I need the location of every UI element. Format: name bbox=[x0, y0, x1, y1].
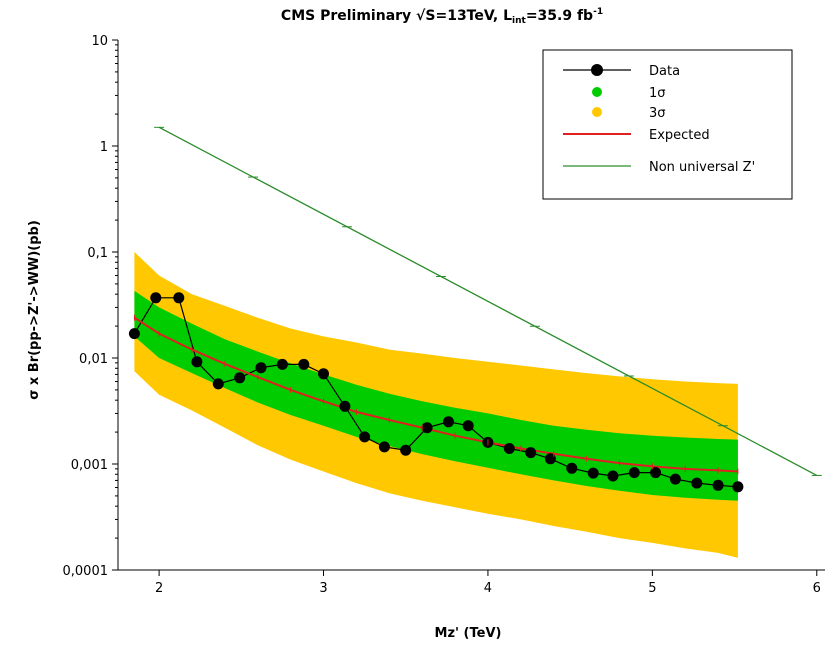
legend-label: Expected bbox=[649, 128, 710, 143]
y-tick-label: 0,1 bbox=[87, 246, 108, 261]
data-point bbox=[650, 467, 662, 479]
legend-symbol-3sigma bbox=[592, 107, 602, 117]
data-point bbox=[234, 372, 246, 384]
legend-symbol-data-marker bbox=[591, 64, 603, 76]
x-tick-label: 4 bbox=[484, 581, 492, 596]
x-tick-label: 2 bbox=[155, 581, 163, 596]
data-point bbox=[443, 416, 454, 428]
title-main: CMS Preliminary √S=13TeV, L bbox=[281, 8, 512, 24]
band-1sigma bbox=[134, 290, 738, 501]
data-markers bbox=[128, 126, 822, 493]
series-line-expected bbox=[133, 316, 738, 473]
legend-symbol-1sigma bbox=[592, 87, 602, 97]
data-point bbox=[318, 368, 329, 380]
series-line-nonuniversal bbox=[158, 126, 818, 476]
legend-label: 3σ bbox=[649, 106, 666, 121]
y-tick-label: 0,01 bbox=[79, 352, 108, 367]
data-point bbox=[298, 358, 310, 370]
x-tick-label: 6 bbox=[813, 581, 821, 596]
data-point bbox=[544, 453, 556, 465]
legend-label: 1σ bbox=[649, 86, 666, 101]
title-tail: =35.9 fb bbox=[526, 8, 593, 24]
legend-box bbox=[542, 49, 793, 200]
data-point bbox=[150, 292, 162, 304]
legend-label: Data bbox=[649, 64, 680, 79]
x-tick-label: 5 bbox=[648, 581, 656, 596]
y-tick-label: 0,0001 bbox=[63, 564, 109, 579]
data-point bbox=[359, 431, 371, 443]
data-point bbox=[173, 292, 185, 304]
data-point bbox=[628, 467, 640, 479]
y-tick-label: 10 bbox=[91, 34, 108, 49]
tick-labels: 2 3 4 5 6 0,0001 0,001 0,01 0,1 1 10 bbox=[63, 34, 821, 596]
y-tick-label: 1 bbox=[100, 140, 108, 155]
legend-label: Non universal Z' bbox=[649, 160, 755, 175]
data-point bbox=[525, 447, 537, 459]
x-axis-title: Mz' (TeV) bbox=[435, 626, 502, 641]
data-point bbox=[462, 420, 474, 432]
chart-title: CMS Preliminary √S=13TeV, Lint=35.9 fb-1 bbox=[281, 7, 603, 26]
uncertainty-bands bbox=[134, 252, 738, 558]
data-point bbox=[421, 422, 433, 434]
data-point bbox=[503, 443, 515, 454]
data-point bbox=[712, 479, 724, 491]
data-point bbox=[587, 467, 599, 479]
axes bbox=[112, 39, 825, 576]
y-axis-title: σ x Br(pp->Z'->WW)(pb) bbox=[27, 220, 42, 400]
data-point bbox=[276, 358, 288, 370]
data-point bbox=[128, 328, 140, 340]
data-point bbox=[339, 400, 351, 412]
legend: Data 1σ 3σ Expected Non universal Z' bbox=[542, 49, 793, 200]
data-point bbox=[255, 362, 267, 374]
svg-text:CMS Preliminary √S=13TeV, Lint: CMS Preliminary √S=13TeV, Lint=35.9 fb-1 bbox=[281, 7, 603, 26]
data-point bbox=[669, 473, 681, 485]
data-point bbox=[691, 477, 703, 489]
data-point bbox=[212, 378, 224, 390]
data-point bbox=[378, 441, 390, 453]
data-point bbox=[400, 444, 412, 456]
data-point bbox=[566, 462, 578, 474]
title-subscript: int bbox=[512, 16, 526, 26]
data-point bbox=[191, 356, 203, 368]
title-superscript: -1 bbox=[593, 7, 603, 17]
data-point bbox=[732, 481, 744, 493]
x-tick-label: 3 bbox=[319, 581, 327, 596]
y-tick-label: 0,001 bbox=[71, 458, 108, 473]
data-point bbox=[607, 470, 619, 482]
